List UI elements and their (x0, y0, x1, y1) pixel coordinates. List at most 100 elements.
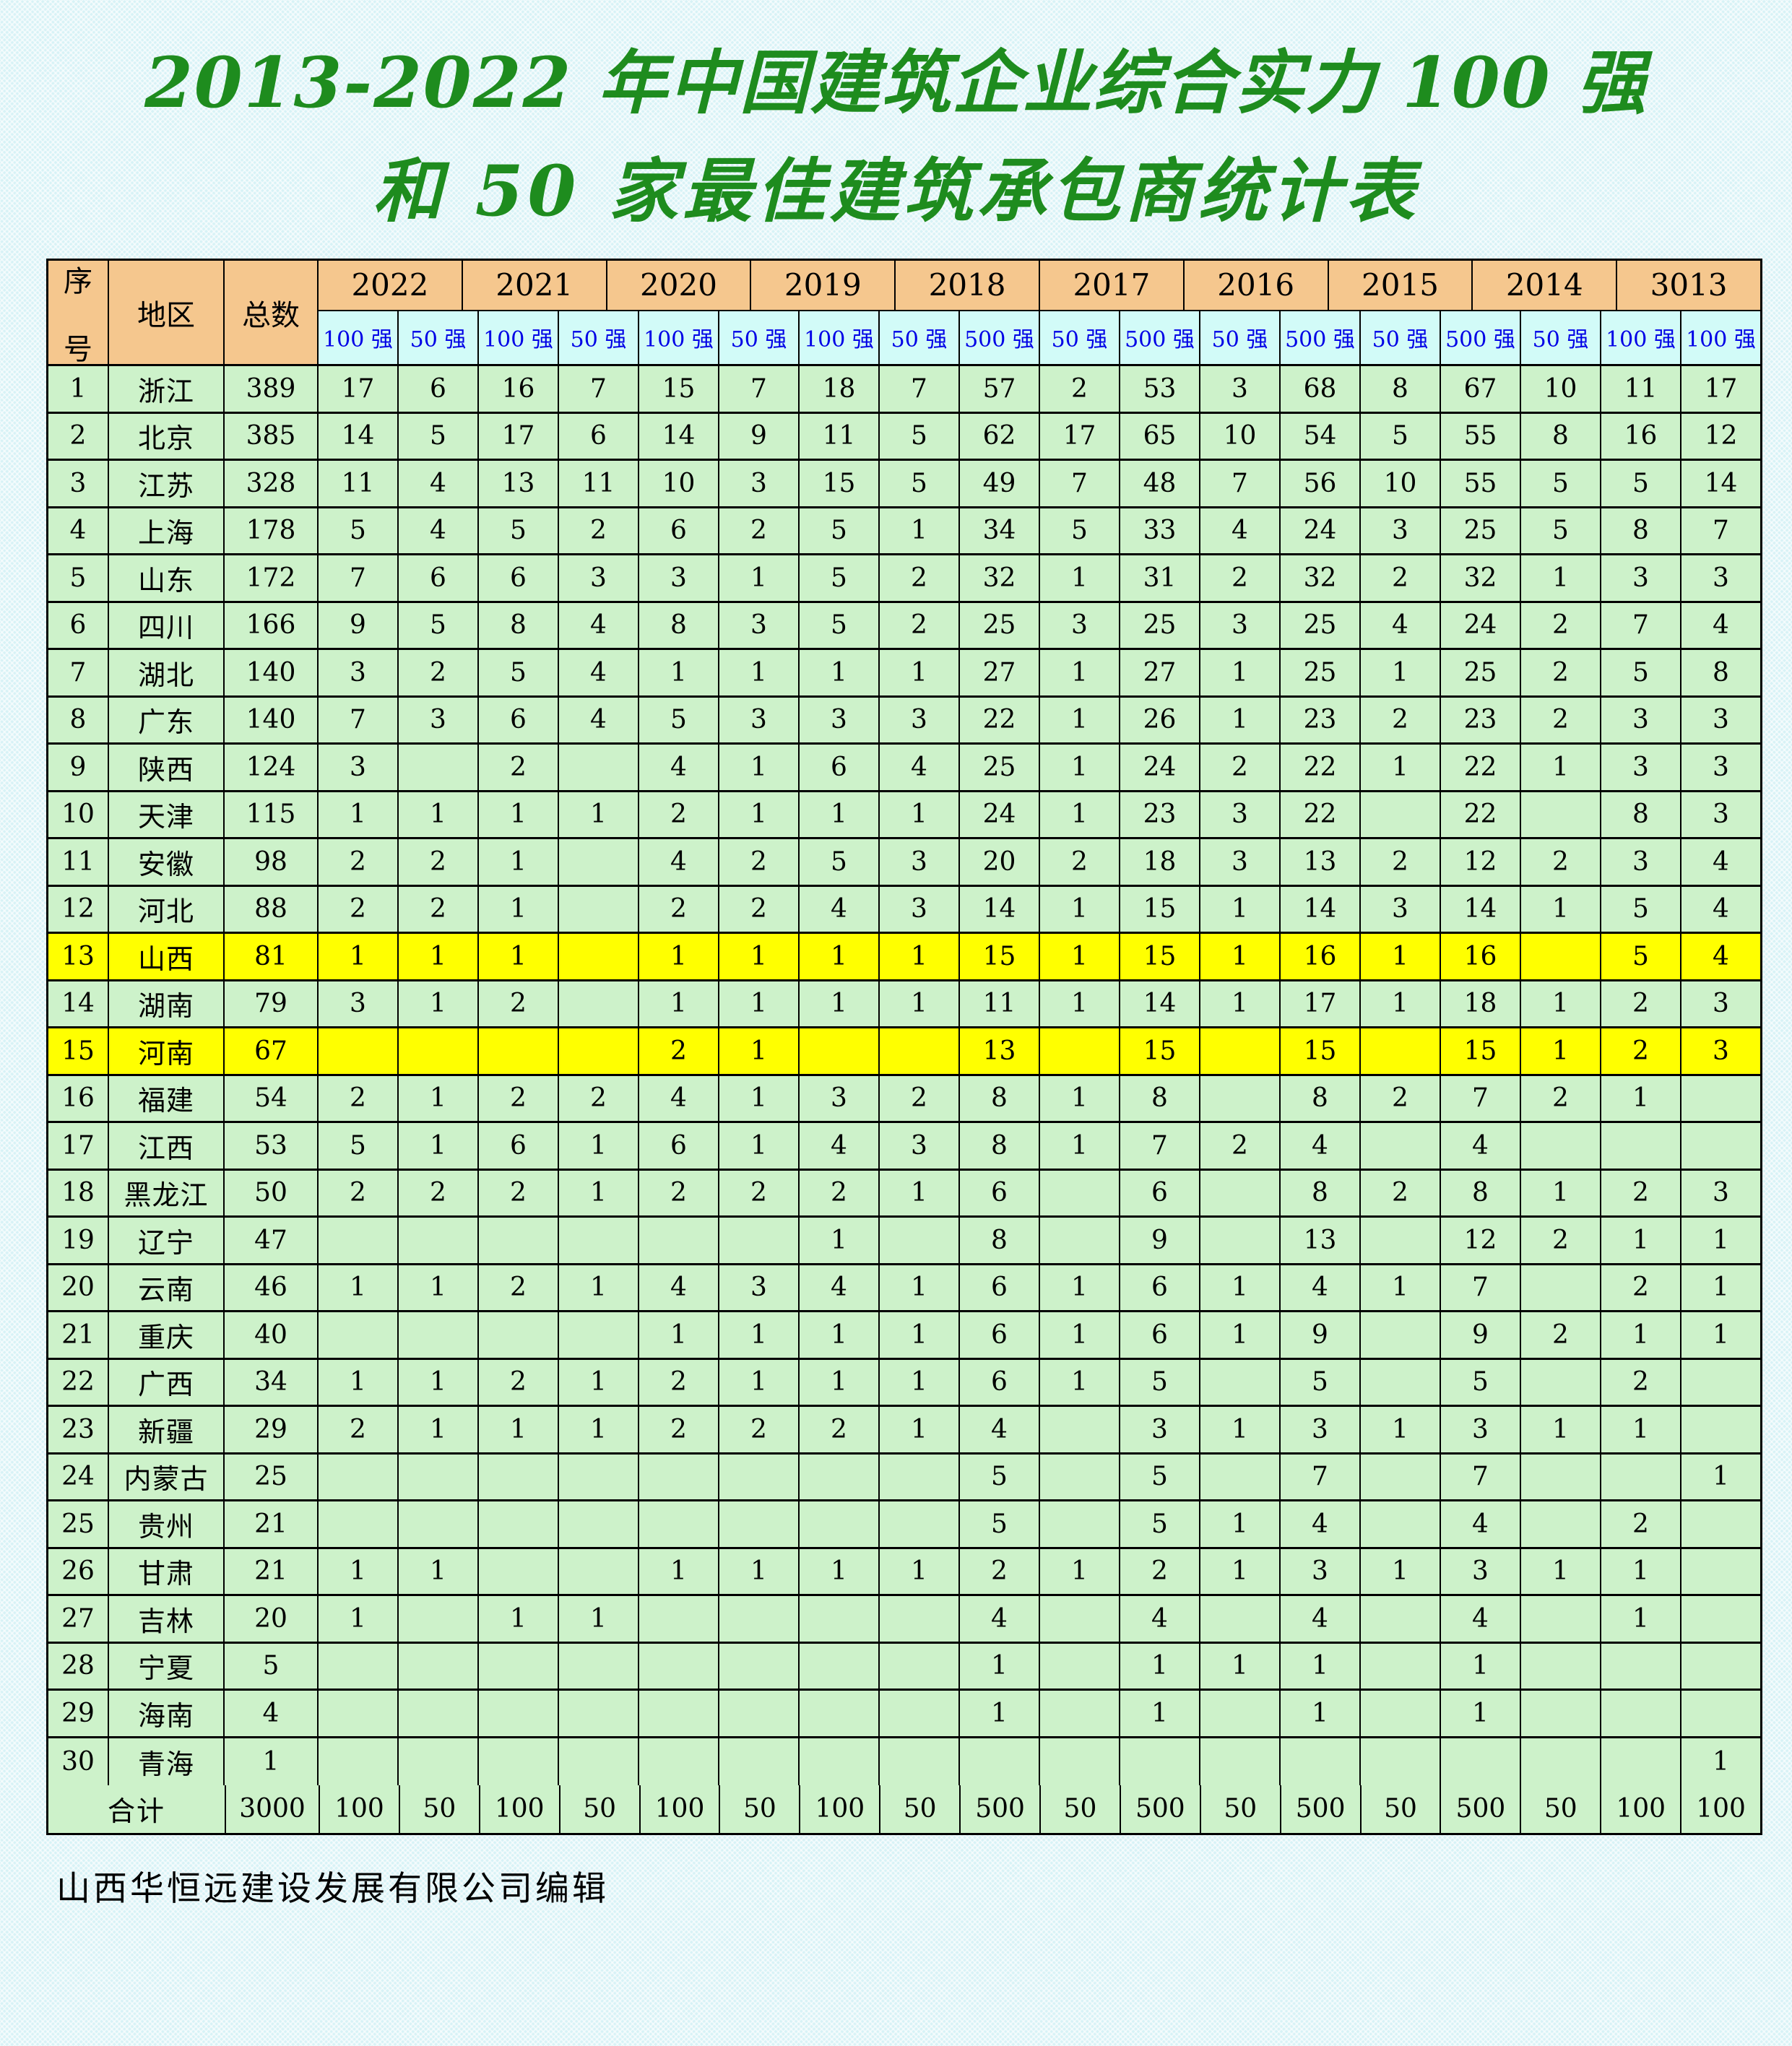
value-cell: 1 (1040, 1548, 1120, 1594)
year-header-area: 2022 2021 2020 2019 2018 2017 2016 2015 2014 3013… (319, 261, 1760, 364)
value-cell: 62 (960, 413, 1040, 459)
value-cell (1200, 1454, 1281, 1499)
value-cell (1361, 1691, 1441, 1736)
value-cell: 8 (1120, 1075, 1200, 1121)
value-cell: 53 (1120, 366, 1200, 412)
value-cell: 3 (1361, 886, 1441, 932)
table-row: 28 宁夏 5 1 1 1 1 1 (48, 1643, 1760, 1691)
value-cell: 5 (479, 508, 559, 553)
rank-subheader: 100 强 (1601, 311, 1681, 364)
value-cell: 10 (639, 461, 719, 506)
value-cell: 5 (800, 602, 880, 648)
value-cell: 8 (1441, 1170, 1521, 1215)
region-cell: 黑龙江 (109, 1170, 225, 1215)
value-cell: 65 (1120, 413, 1200, 459)
value-cell (399, 1312, 479, 1358)
value-cell (1521, 1359, 1601, 1405)
value-cell: 7 (719, 366, 800, 412)
total-cell: 50 (225, 1170, 319, 1215)
region-cell: 四川 (109, 602, 225, 648)
value-cell: 1 (559, 1265, 639, 1310)
row-number-cell: 22 (48, 1359, 109, 1405)
value-cell: 17 (1281, 981, 1361, 1026)
rank-subheader: 50 强 (559, 311, 639, 364)
value-cell: 3 (800, 1075, 880, 1121)
value-cell (1521, 1454, 1601, 1499)
value-cell: 6 (960, 1359, 1040, 1405)
table-row: 20 云南 46 1 1 2 1 4 3 4 1 6 1 6 1 4 1 7 2 1 (48, 1265, 1760, 1312)
value-cell: 22 (1441, 792, 1521, 837)
value-cell: 1 (719, 1028, 800, 1074)
value-cell: 4 (1713, 610, 1729, 641)
region-cell: 贵州 (109, 1501, 225, 1547)
value-cell: 4 (1713, 941, 1729, 971)
year-header: 2014 (1473, 261, 1618, 310)
year-header: 3013 (1617, 261, 1760, 310)
value-cell (639, 1596, 719, 1642)
row-number-cell: 19 (48, 1218, 109, 1263)
region-cell: 安徽 (109, 839, 225, 885)
value-cell: 1 (1200, 697, 1281, 742)
value-cell (559, 934, 639, 979)
value-cell (399, 1596, 479, 1642)
value-cell: 6 (479, 1123, 559, 1169)
rank-subheader: 50 强 (399, 311, 479, 364)
total-cell: 54 (225, 1075, 319, 1121)
value-cell: 2 (559, 1075, 639, 1121)
value-cell: 2 (639, 1407, 719, 1452)
value-cell: 12 (1441, 839, 1521, 885)
value-cell (1681, 1691, 1760, 1736)
table-row: 13 山西 81 1 1 1 1 1 1 1 15 1 15 1 16 1 16 5 4 (48, 934, 1760, 981)
rank-subheader-row: 100 强 50 强 100 强 50 强 100 强 50 强 100 强 50 强 500 … (319, 311, 1760, 364)
value-cell: 2 (319, 1170, 399, 1215)
table-row: 30 青海 1 1 (48, 1738, 1760, 1785)
value-cell (1120, 1738, 1200, 1785)
region-cell: 湖北 (109, 650, 225, 695)
value-cell: 55 (1441, 461, 1521, 506)
value-cell: 2 (1200, 1123, 1281, 1169)
table-row: 18 黑龙江 50 2 2 2 1 2 2 2 1 6 6 8 2 8 1 2 3 (48, 1170, 1760, 1218)
value-cell (1521, 1265, 1601, 1310)
value-cell: 2 (719, 839, 800, 885)
value-cell (1200, 1359, 1281, 1405)
value-cell: 7 (1441, 1454, 1521, 1499)
value-cell: 2 (880, 602, 960, 648)
value-cell (1040, 1596, 1120, 1642)
value-cell (559, 886, 639, 932)
value-cell (639, 1738, 719, 1785)
value-cell: 17 (319, 366, 399, 412)
value-cell (719, 1738, 800, 1785)
value-cell: 15 (1120, 1028, 1200, 1074)
value-cell: 14 (319, 413, 399, 459)
value-cell (1521, 1738, 1601, 1785)
row-number-cell: 7 (48, 650, 109, 695)
value-cell: 1 (399, 1075, 479, 1121)
value-cell: 2 (1601, 1359, 1681, 1405)
value-cell: 6 (960, 1312, 1040, 1358)
grand-total-cell: 50 (560, 1785, 641, 1833)
value-cell (800, 1028, 880, 1074)
value-cell: 33 (1120, 508, 1200, 553)
region-cell: 北京 (109, 413, 225, 459)
value-cell: 1 (639, 650, 719, 695)
grand-total-cell: 100 (1601, 1785, 1682, 1833)
value-cell: 15 (1441, 1028, 1521, 1074)
value-cell: 1 (1200, 981, 1281, 1026)
value-cell: 1 (1361, 981, 1441, 1026)
value-cell: 6 (960, 1170, 1040, 1215)
total-cell: 53 (225, 1123, 319, 1169)
value-cell (559, 1501, 639, 1547)
value-cell: 7 (1713, 516, 1729, 546)
value-cell: 3 (1120, 1407, 1200, 1452)
table-row: 14 湖南 79 3 1 2 1 1 1 1 11 1 14 1 17 1 18 1 2 3 (48, 981, 1760, 1028)
region-cell: 福建 (109, 1075, 225, 1121)
value-cell (880, 1596, 960, 1642)
row-number-cell: 15 (48, 1028, 109, 1074)
value-cell: 18 (800, 366, 880, 412)
row-number-cell: 17 (48, 1123, 109, 1169)
year-header: 2022 (319, 261, 463, 310)
value-cell: 1 (399, 1407, 479, 1452)
value-cell: 6 (800, 745, 880, 790)
value-cell: 1 (1361, 1407, 1441, 1452)
value-cell: 2 (399, 650, 479, 695)
